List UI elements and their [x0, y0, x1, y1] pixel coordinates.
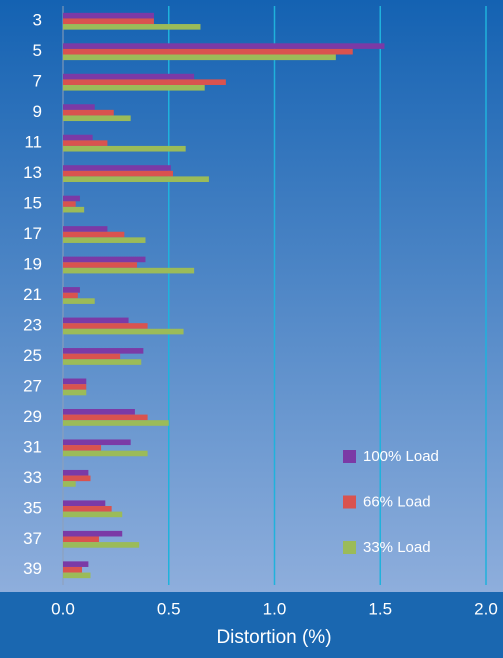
- y-tick-label: 39: [23, 559, 42, 578]
- bar: [63, 84, 205, 91]
- y-tick-label: 15: [23, 194, 42, 213]
- bar: [63, 256, 146, 263]
- y-tick-label: 31: [23, 437, 42, 456]
- bar: [63, 561, 89, 567]
- y-tick-label: 11: [24, 133, 42, 152]
- bar: [63, 176, 209, 183]
- y-tick-label: 35: [23, 498, 42, 517]
- y-tick-label: 27: [23, 376, 42, 395]
- bar: [63, 287, 80, 293]
- bar: [63, 292, 78, 299]
- legend-label: 33% Load: [363, 539, 431, 556]
- bar: [63, 201, 76, 207]
- bar: [63, 12, 154, 19]
- y-tick-label: 21: [23, 285, 42, 304]
- bar: [63, 378, 87, 385]
- y-tick-label: 23: [23, 315, 42, 334]
- x-axis-label: Distortion (%): [216, 627, 331, 648]
- bar: [63, 475, 91, 482]
- y-tick-label: 9: [33, 102, 42, 121]
- bar: [63, 231, 125, 238]
- bar: [63, 165, 171, 171]
- x-tick-label: 1.5: [368, 599, 392, 618]
- bar: [63, 530, 123, 537]
- legend-label: 100% Load: [363, 448, 439, 465]
- y-tick-label: 25: [23, 346, 42, 365]
- bar: [63, 226, 108, 232]
- bar: [63, 48, 353, 55]
- bar: [63, 439, 131, 446]
- bar: [63, 414, 148, 421]
- y-tick-label: 7: [33, 72, 42, 91]
- bar: [63, 420, 169, 426]
- bar: [63, 536, 99, 543]
- bar: [63, 348, 144, 354]
- legend-swatch: [343, 495, 356, 509]
- bar: [63, 145, 186, 152]
- bar: [63, 445, 102, 451]
- x-tick-label: 1.0: [263, 599, 287, 618]
- bar: [63, 359, 142, 365]
- bar: [63, 298, 95, 304]
- bar: [63, 267, 195, 274]
- y-tick-label: 33: [23, 468, 42, 487]
- bar: [63, 18, 154, 25]
- legend-swatch: [343, 450, 356, 463]
- legend-label: 66% Load: [363, 493, 431, 510]
- y-tick-label: 37: [23, 529, 42, 548]
- plot-background: [0, 0, 503, 592]
- y-tick-label: 3: [33, 11, 42, 30]
- bar: [63, 140, 108, 146]
- bar: [63, 511, 123, 518]
- legend-swatch: [343, 541, 356, 554]
- bar: [63, 54, 336, 61]
- bar: [63, 384, 87, 390]
- bar: [63, 408, 135, 415]
- bar: [63, 134, 93, 141]
- bar: [63, 79, 226, 85]
- y-tick-label: 19: [23, 255, 42, 274]
- bar: [63, 206, 85, 213]
- bar: [63, 317, 129, 324]
- bar: [63, 262, 138, 268]
- bar: [63, 353, 121, 360]
- bar: [63, 566, 83, 573]
- bar: [63, 572, 91, 579]
- bar: [63, 115, 131, 122]
- bar: [63, 500, 106, 507]
- bar: [63, 73, 195, 80]
- y-tick-label: 29: [23, 407, 42, 426]
- y-tick-label: 5: [33, 41, 42, 60]
- bar: [63, 195, 80, 202]
- bar: [63, 24, 201, 30]
- bar: [63, 328, 184, 335]
- bar: [63, 104, 95, 110]
- x-tick-label: 2.0: [474, 599, 498, 618]
- bar: [63, 389, 87, 396]
- bar: [63, 450, 148, 457]
- bar: [63, 170, 173, 177]
- bar: [63, 542, 140, 548]
- y-tick-label: 17: [23, 224, 42, 243]
- bar: [63, 323, 148, 329]
- bar: [63, 481, 76, 487]
- bar: [63, 506, 112, 512]
- x-tick-label: 0.5: [157, 599, 181, 618]
- y-tick-label: 13: [23, 163, 42, 182]
- bar: [63, 109, 114, 116]
- bar: [63, 237, 146, 243]
- bar: [63, 43, 385, 49]
- bar: [63, 469, 89, 476]
- x-tick-label: 0.0: [51, 599, 75, 618]
